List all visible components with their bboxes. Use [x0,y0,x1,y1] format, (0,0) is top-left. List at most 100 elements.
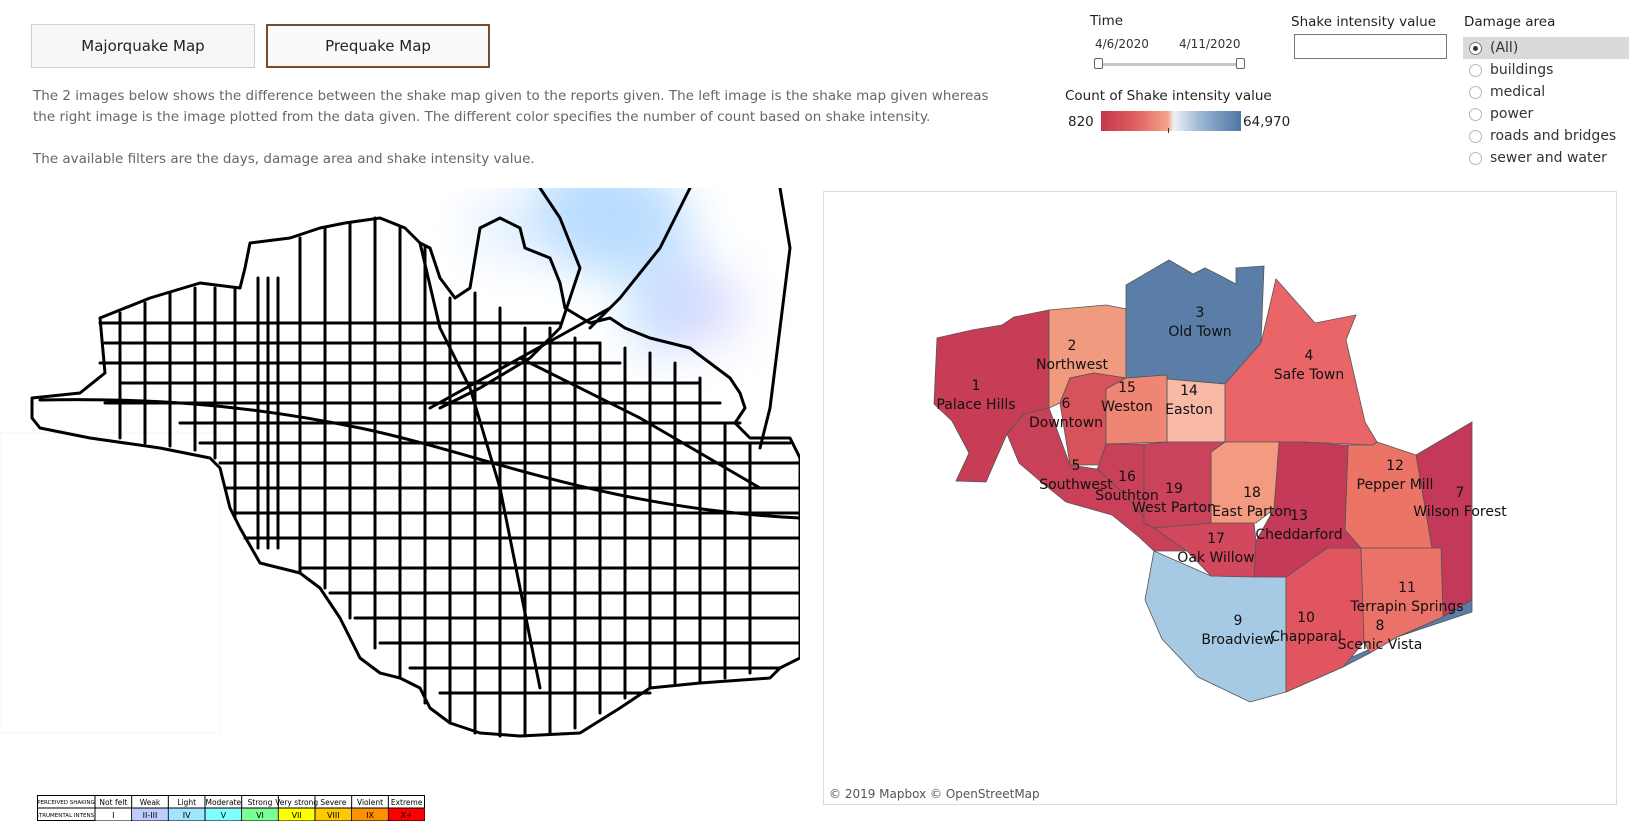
mmi-shaking-label: Violent [357,798,383,807]
mmi-intensity-label: X+ [401,811,413,820]
damage-area-option-2[interactable]: medical [1463,81,1629,103]
region-10-id-label: 10 [1297,610,1315,626]
region-10-name-label: Chapparal [1270,629,1342,645]
damage-area-option-label: (All) [1490,40,1519,56]
mmi-color-cell [388,808,425,821]
mmi-shaking-label: Very strong [275,798,318,807]
damage-area-option-4[interactable]: roads and bridges [1463,125,1629,147]
mmi-intensity-label: VIII [327,811,340,820]
mmi-color-cell [95,808,132,821]
radio-icon[interactable] [1469,129,1482,143]
radio-icon[interactable] [1469,107,1482,121]
region-19-name-label: West Parton [1132,500,1216,516]
time-slider-track[interactable] [1098,63,1240,66]
region-5-name-label: Southwest [1039,477,1113,493]
legend-tick [1168,128,1169,133]
region-16-name-label: Southton [1095,488,1159,504]
time-slider-start-handle[interactable] [1094,58,1103,69]
region-2-id-label: 2 [1068,338,1077,354]
mmi-intensity-legend: PERCEIVED SHAKING INSTRUMENTAL INTENSITY N… [37,795,425,821]
region-11-id-label: 11 [1398,580,1416,596]
legend-color-bar [1101,111,1241,131]
region-4-name-label: Safe Town [1274,367,1345,383]
damage-area-option-0[interactable]: (All) [1463,37,1629,59]
region-19-shape[interactable] [1143,441,1227,529]
radio-icon[interactable] [1469,41,1482,55]
region-17-name-label: Oak Willow [1177,550,1254,566]
region-4-id-label: 4 [1305,348,1314,364]
radio-icon[interactable] [1469,151,1482,165]
mmi-shaking-label: Moderate [205,798,241,807]
region-6-id-label: 6 [1062,396,1071,412]
region-13-id-label: 13 [1290,508,1308,524]
region-8-name-label: Scenic Vista [1338,637,1423,653]
damage-area-option-label: buildings [1490,62,1554,78]
damage-area-option-5[interactable]: sewer and water [1463,147,1629,169]
mmi-intensity-label: V [221,811,227,820]
region-11-shape[interactable] [1360,547,1444,654]
region-9-id-label: 9 [1234,613,1243,629]
description-line-1: The 2 images below shows the difference … [33,88,989,104]
description-line-3: The available filters are the days, dama… [33,151,535,167]
mmi-intensity-label: II-III [143,811,158,820]
shaking-intensity-overlay [465,188,745,358]
region-5-id-label: 5 [1072,458,1081,474]
region-map-svg: 1 Palace Hills 2 Northwest 3 Old Town 4 Safe To… [933,259,1507,703]
mmi-row1-label: PERCEIVED SHAKING [37,800,95,806]
mmi-row2-label: INSTRUMENTAL INTENSITY [37,813,103,819]
mmi-intensity-label: VII [292,811,302,820]
mmi-intensity-label: IV [183,811,191,820]
legend-min-value: 820 [1068,114,1094,130]
region-11-name-label: Terrapin Springs [1349,599,1463,615]
mmi-color-cell [132,808,168,821]
region-19-id-label: 19 [1165,481,1183,497]
damage-area-label: Damage area [1464,14,1556,30]
mmi-intensity-label: IX [366,811,374,820]
damage-area-option-3[interactable]: power [1463,103,1629,125]
region-15-id-label: 15 [1118,380,1136,396]
mmi-shaking-label: Extreme [391,798,423,807]
region-18-id-label: 18 [1243,485,1261,501]
region-12-id-label: 12 [1386,458,1404,474]
damage-area-option-1[interactable]: buildings [1463,59,1629,81]
radio-icon[interactable] [1469,63,1482,77]
region-choropleth-map[interactable]: 1 Palace Hills 2 Northwest 3 Old Town 4 Safe To… [823,191,1617,805]
mmi-color-cell [278,808,315,821]
region-13-shape[interactable] [1253,441,1362,578]
time-filter-label: Time [1090,13,1124,29]
region-15-shape[interactable] [1105,374,1168,445]
mmi-color-cell [315,808,352,821]
region-1-name-label: Palace Hills [936,397,1015,413]
majorquake-map-button[interactable]: Majorquake Map [31,24,255,68]
region-2-name-label: Northwest [1036,357,1109,373]
region-8-id-label: 8 [1376,618,1385,634]
shake-intensity-input[interactable] [1294,34,1447,59]
region-13-name-label: Cheddarford [1255,527,1342,543]
region-6-name-label: Downtown [1029,415,1103,431]
damage-area-option-label: medical [1490,84,1546,100]
mmi-color-cell [168,808,205,821]
mmi-shaking-label: Light [177,798,196,807]
region-12-name-label: Pepper Mill [1357,477,1434,493]
description-line-2: the right image is the image plotted fro… [33,109,931,125]
region-7-id-label: 7 [1456,485,1465,501]
mmi-color-cell [352,808,388,821]
mmi-shaking-label: Not felt [99,798,127,807]
mmi-color-cell [205,808,242,821]
region-17-id-label: 17 [1207,531,1225,547]
damage-area-option-label: sewer and water [1490,150,1607,166]
mmi-shaking-label: Weak [140,798,161,807]
mmi-intensity-label: I [112,811,114,820]
region-3-name-label: Old Town [1168,324,1231,340]
region-14-id-label: 14 [1180,383,1198,399]
radio-icon[interactable] [1469,85,1482,99]
region-16-id-label: 16 [1118,469,1136,485]
mmi-shaking-label: Severe [320,798,346,807]
road-network [30,188,800,738]
mmi-color-cell [242,808,278,821]
time-slider-end-handle[interactable] [1236,58,1245,69]
legend-max-value: 64,970 [1243,114,1291,130]
prequake-map-button[interactable]: Prequake Map [266,24,490,68]
region-3-id-label: 3 [1196,305,1205,321]
mmi-shaking-label: Strong [248,798,273,807]
